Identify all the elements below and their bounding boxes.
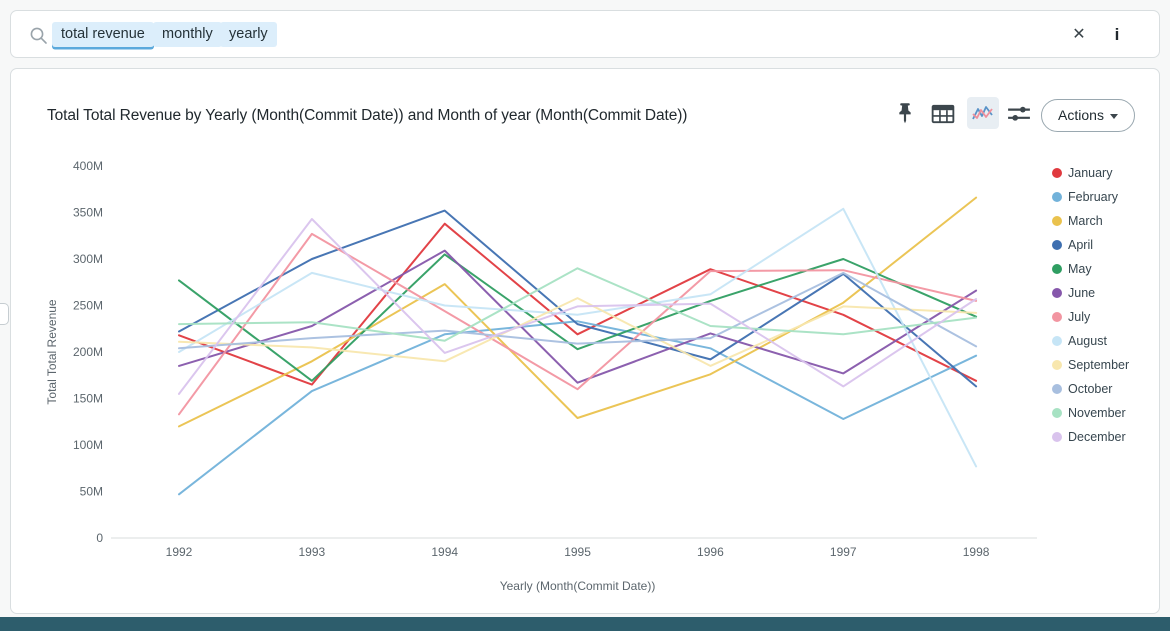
legend-item-april[interactable]: April	[1052, 233, 1157, 257]
caret-down-icon	[1109, 113, 1118, 119]
legend-item-june[interactable]: June	[1052, 281, 1157, 305]
y-tick-label: 50M	[80, 485, 103, 499]
chart-legend: January February March April May June July Augu…	[1052, 161, 1157, 449]
x-tick-label: 1992	[166, 545, 193, 559]
y-tick-label: 150M	[73, 392, 103, 406]
legend-item-october[interactable]: October	[1052, 377, 1157, 401]
actions-button[interactable]: Actions	[1041, 99, 1135, 132]
series-line-december[interactable]	[178, 218, 978, 395]
legend-label: July	[1068, 310, 1091, 324]
legend-dot-icon	[1052, 168, 1062, 178]
series-line-september[interactable]	[178, 297, 978, 367]
legend-dot-icon	[1052, 264, 1062, 274]
legend-item-december[interactable]: December	[1052, 425, 1157, 449]
legend-dot-icon	[1052, 288, 1062, 298]
search-token-total-revenue[interactable]: total revenue	[52, 22, 154, 47]
legend-dot-icon	[1052, 192, 1062, 202]
x-tick-label: 1993	[298, 545, 325, 559]
series-line-february[interactable]	[178, 320, 978, 496]
legend-dot-icon	[1052, 216, 1062, 226]
legend-item-september[interactable]: September	[1052, 353, 1157, 377]
legend-label: May	[1068, 262, 1092, 276]
x-tick-label: 1994	[431, 545, 458, 559]
series-line-october[interactable]	[178, 271, 978, 350]
y-axis-title: Total Total Revenue	[45, 299, 59, 405]
legend-item-august[interactable]: August	[1052, 329, 1157, 353]
clear-search-icon[interactable]: ✕	[1072, 26, 1086, 43]
chart-title: Total Total Revenue by Yearly (Month(Com…	[47, 107, 688, 124]
series-line-march[interactable]	[178, 196, 978, 428]
x-tick-label: 1997	[830, 545, 857, 559]
legend-dot-icon	[1052, 384, 1062, 394]
legend-label: February	[1068, 190, 1119, 204]
legend-item-february[interactable]: February	[1052, 185, 1157, 209]
legend-dot-icon	[1052, 432, 1062, 442]
series-line-august[interactable]	[178, 207, 978, 468]
legend-dot-icon	[1052, 360, 1062, 370]
line-chart: 0 50M 100M 150M 200M 250M 300M 350M 400M 1992 1993…	[45, 159, 1037, 593]
actions-button-label: Actions	[1058, 107, 1104, 123]
y-tick-label: 350M	[73, 206, 103, 220]
legend-label: January	[1068, 166, 1113, 180]
legend-dot-icon	[1052, 312, 1062, 322]
panel-collapse-handle[interactable]	[0, 303, 9, 325]
pin-icon[interactable]	[893, 102, 917, 126]
x-tick-label: 1995	[564, 545, 591, 559]
legend-item-july[interactable]: July	[1052, 305, 1157, 329]
series-line-june[interactable]	[178, 249, 978, 384]
legend-item-january[interactable]: January	[1052, 161, 1157, 185]
visualization-card: Total Total Revenue by Yearly (Month(Com…	[10, 68, 1160, 614]
series-line-july[interactable]	[178, 232, 978, 416]
x-tick-label: 1996	[697, 545, 724, 559]
series-line-january[interactable]	[178, 222, 978, 386]
x-tick-label: 1998	[963, 545, 990, 559]
y-tick-label: 250M	[73, 299, 103, 313]
y-tick-label: 200M	[73, 345, 103, 359]
search-token-yearly[interactable]: yearly	[220, 22, 277, 47]
legend-dot-icon	[1052, 336, 1062, 346]
series-line-november[interactable]	[178, 267, 978, 342]
legend-label: December	[1068, 430, 1126, 444]
y-tick-label: 300M	[73, 252, 103, 266]
bottom-bar	[0, 617, 1170, 631]
y-tick-label: 0	[96, 531, 103, 545]
legend-label: August	[1068, 334, 1107, 348]
legend-label: April	[1068, 238, 1094, 252]
legend-item-march[interactable]: March	[1052, 209, 1157, 233]
search-bar[interactable]: total revenue monthly yearly ✕ i	[10, 10, 1160, 58]
info-icon[interactable]: i	[1114, 25, 1120, 44]
search-icon	[30, 27, 47, 44]
legend-label: June	[1068, 286, 1096, 300]
y-tick-label: 100M	[73, 438, 103, 452]
legend-item-may[interactable]: May	[1052, 257, 1157, 281]
search-token-monthly[interactable]: monthly	[153, 22, 222, 47]
y-tick-label: 400M	[73, 159, 103, 173]
settings-sliders-icon[interactable]	[1007, 102, 1031, 126]
legend-label: March	[1068, 214, 1103, 228]
x-axis-title: Yearly (Month(Commit Date))	[500, 579, 656, 593]
series-line-may[interactable]	[178, 253, 978, 382]
line-chart-icon[interactable]	[967, 97, 999, 129]
legend-dot-icon	[1052, 408, 1062, 418]
legend-item-november[interactable]: November	[1052, 401, 1157, 425]
legend-label: September	[1068, 358, 1130, 372]
table-icon[interactable]	[931, 102, 955, 126]
legend-label: November	[1068, 406, 1126, 420]
legend-dot-icon	[1052, 240, 1062, 250]
legend-label: October	[1068, 382, 1113, 396]
